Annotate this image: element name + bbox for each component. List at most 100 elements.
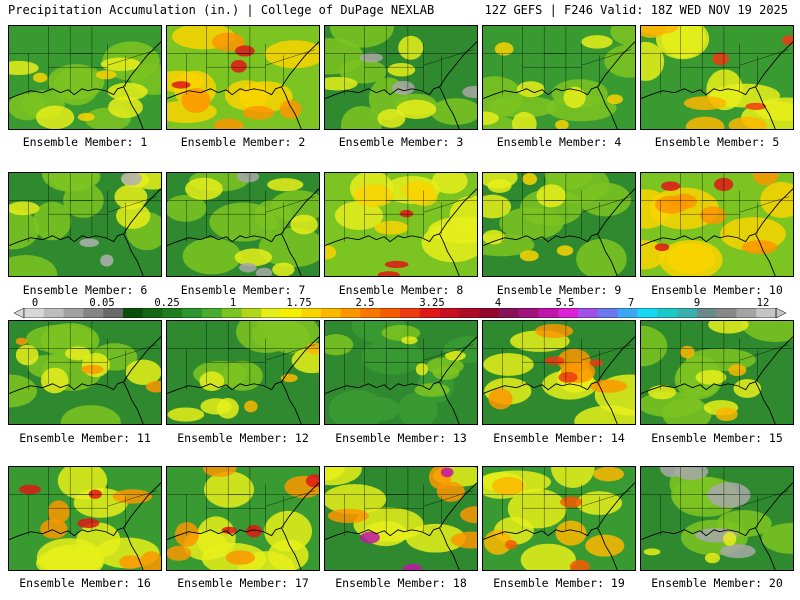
colorbar-arrow-left: [14, 308, 25, 318]
precip-contour: [234, 248, 273, 267]
precip-contour: [254, 199, 293, 231]
precip-contour: [328, 389, 385, 424]
coastline: [167, 233, 302, 276]
precip-contour: [15, 337, 28, 346]
state-border: [265, 344, 316, 361]
precip-contour: [483, 111, 499, 125]
ensemble-member-map: [324, 172, 478, 277]
precip-contour: [655, 195, 688, 214]
precip-contour: [167, 407, 205, 422]
precip-contour: [397, 392, 438, 424]
precip-contour: [35, 105, 75, 129]
colorbar-swatch: [221, 308, 242, 318]
ensemble-member-map: [324, 320, 478, 425]
precip-contour: [225, 550, 256, 565]
precip-contour: [728, 364, 747, 377]
precipitation-field: [167, 467, 319, 570]
colorbar-tick-label: 2.5: [355, 297, 375, 309]
precip-contour: [674, 467, 709, 480]
colorbar-swatch: [83, 308, 104, 318]
precip-contour: [708, 321, 749, 334]
ensemble-member-label: Ensemble Member: 14: [493, 431, 625, 445]
precipitation-colorbar: [14, 308, 786, 318]
coastline: [483, 381, 618, 424]
precip-contour: [267, 539, 309, 570]
colorbar-swatch: [142, 308, 163, 318]
colorbar-swatch: [578, 308, 599, 318]
precip-contour: [325, 484, 387, 515]
state-border: [423, 49, 474, 66]
colorbar-swatch: [657, 308, 678, 318]
colorbar-swatch: [162, 308, 183, 318]
precip-contour: [685, 116, 725, 129]
precip-contour: [32, 72, 48, 83]
state-border: [581, 196, 632, 213]
precip-contour: [576, 491, 623, 515]
precip-contour: [733, 379, 762, 398]
precip-contour: [9, 255, 58, 276]
precip-contour: [9, 201, 40, 216]
precip-contour: [279, 99, 302, 119]
precip-contour: [499, 207, 564, 240]
colorbar-tick-label: 3.25: [419, 297, 445, 309]
precip-contour: [535, 323, 574, 339]
ensemble-member-label: Ensemble Member: 2: [180, 135, 306, 149]
coastline: [281, 482, 319, 529]
precip-contour: [536, 184, 566, 208]
precip-contour: [396, 99, 437, 119]
ensemble-member-map: [166, 320, 320, 425]
colorbar-outline: [23, 308, 777, 318]
precip-contour: [432, 173, 468, 194]
precipitation-field: [9, 467, 161, 570]
precip-contour: [488, 95, 557, 118]
precip-contour: [79, 238, 100, 248]
precip-contour: [15, 344, 39, 366]
ensemble-member-map: [8, 466, 162, 571]
coastline: [167, 527, 302, 570]
precip-contour: [9, 60, 39, 76]
precip-contour: [398, 35, 424, 60]
state-border: [107, 344, 158, 361]
precipitation-field: [483, 26, 635, 129]
precip-contour: [494, 42, 514, 56]
colorbar-tick-label: 0: [31, 297, 39, 309]
precip-contour: [360, 531, 380, 544]
precip-contour: [264, 510, 312, 552]
ensemble-member-label: Ensemble Member: 3: [338, 135, 464, 149]
precip-contour: [182, 237, 242, 275]
precip-contour: [415, 363, 429, 376]
coastline: [281, 188, 319, 235]
ensemble-member-map: [8, 25, 162, 130]
precip-contour: [65, 346, 91, 361]
ensemble-member-map: [166, 172, 320, 277]
precip-contour: [139, 551, 161, 570]
coastline: [439, 336, 477, 383]
precip-contour: [204, 471, 254, 508]
precip-contour: [753, 173, 779, 186]
precip-contour: [641, 26, 679, 35]
ensemble-member-label: Ensemble Member: 13: [335, 431, 467, 445]
precip-contour: [107, 82, 148, 101]
coastline: [483, 86, 618, 129]
precip-contour: [325, 76, 358, 91]
colorbar-tick-label: 1: [229, 297, 237, 309]
coastline: [641, 381, 776, 424]
coastline: [9, 233, 144, 276]
precip-contour: [715, 407, 738, 422]
precip-contour: [507, 488, 567, 529]
precip-contour: [76, 522, 121, 559]
precip-contour: [334, 201, 384, 230]
coastline: [597, 41, 635, 88]
ensemble-member-label: Ensemble Member: 9: [496, 283, 622, 297]
precip-contour: [430, 98, 477, 125]
precip-contour: [581, 35, 613, 49]
ensemble-member-map: [482, 172, 636, 277]
coastline: [597, 482, 635, 529]
precip-contour: [713, 177, 734, 192]
precip-contour: [522, 173, 538, 185]
precip-contour: [18, 484, 41, 495]
colorbar-swatch: [43, 308, 64, 318]
precip-contour: [325, 467, 345, 481]
precip-contour: [33, 201, 72, 241]
precip-contour: [704, 552, 721, 564]
